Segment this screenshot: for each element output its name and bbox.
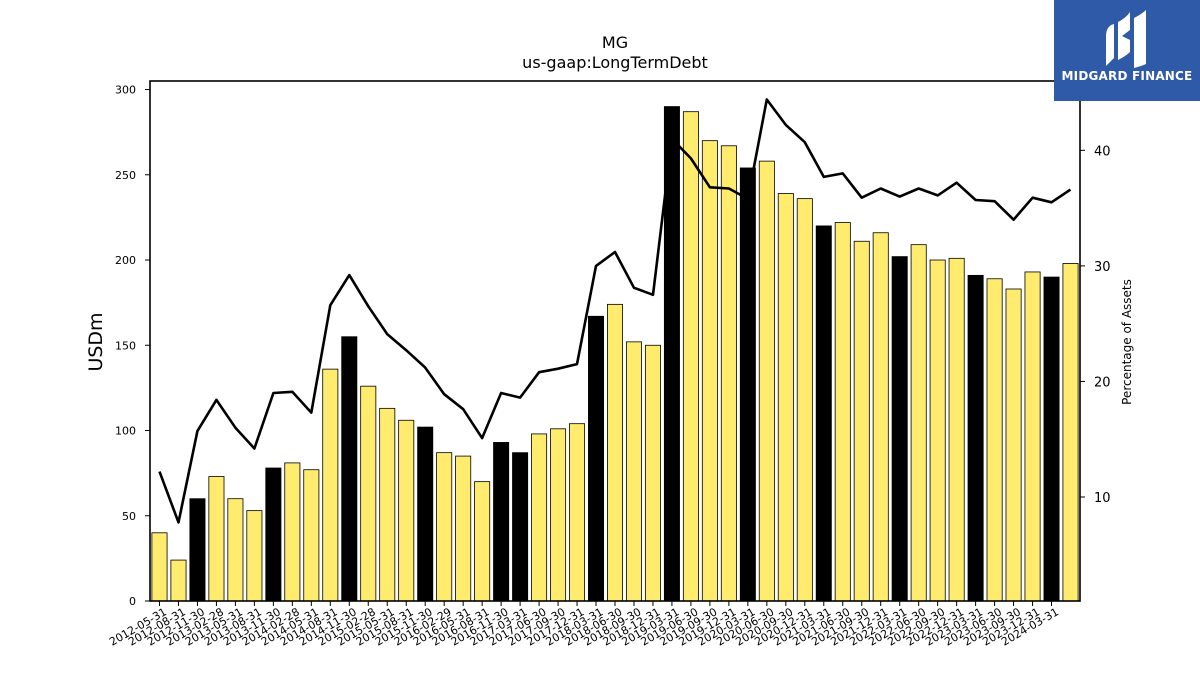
bar [739, 167, 756, 602]
bar [872, 232, 889, 602]
y-tick-label: 300 [115, 84, 136, 97]
axes: 050100150200250300102030402012-05-312012… [107, 80, 1111, 649]
bar [986, 278, 1003, 602]
chart-title: MG [602, 33, 628, 52]
bar [929, 259, 946, 602]
bar [910, 244, 927, 602]
y-tick-label: 200 [115, 254, 136, 267]
y-tick-label: 0 [129, 595, 136, 608]
bar [607, 303, 623, 602]
y2-tick-label: 40 [1094, 144, 1111, 159]
bar [417, 426, 434, 602]
bar [834, 222, 851, 602]
bar [265, 467, 282, 602]
midgard-logo-icon [1106, 10, 1146, 68]
y2-tick-label: 10 [1094, 491, 1111, 506]
bar [493, 442, 510, 602]
bar [758, 160, 775, 602]
bar [284, 462, 301, 602]
y-tick-label: 50 [122, 510, 136, 523]
bar [455, 455, 472, 602]
bar [322, 368, 339, 602]
bar [208, 476, 225, 602]
bar [1062, 263, 1079, 602]
bar [701, 140, 718, 602]
bar [948, 257, 965, 602]
bar-series [151, 106, 1079, 602]
y-tick-label: 150 [115, 339, 136, 352]
bar [512, 452, 529, 602]
y-tick-label: 250 [115, 169, 136, 182]
bar [720, 145, 737, 602]
bar [398, 419, 415, 602]
bar [379, 407, 396, 602]
bar [891, 256, 908, 602]
bar [967, 274, 984, 602]
y2-tick-label: 20 [1094, 375, 1111, 390]
bar [303, 469, 320, 602]
bar [436, 452, 453, 602]
bar [189, 498, 206, 602]
bar [246, 510, 263, 602]
bar [1024, 271, 1041, 602]
midgard-finance-logo: MIDGARD FINANCE [1054, 0, 1200, 101]
bar [474, 481, 491, 602]
bar [588, 315, 605, 602]
bar [170, 559, 187, 602]
bar [644, 344, 661, 602]
bar [853, 240, 870, 602]
bar [777, 193, 794, 602]
bar [796, 198, 813, 602]
line-path [158, 98, 1072, 524]
bar [569, 423, 586, 602]
bar [360, 385, 377, 602]
bar [1005, 288, 1022, 602]
y2-tick-label: 30 [1094, 260, 1111, 275]
bar [531, 433, 548, 602]
bar [151, 532, 168, 602]
bar [682, 111, 699, 602]
bar [815, 225, 832, 602]
chart-subtitle: us-gaap:LongTermDebt [522, 53, 708, 72]
y-axis-label: USDm [85, 312, 107, 371]
brand-name: MIDGARD FINANCE [1061, 69, 1193, 83]
y-tick-label: 100 [115, 425, 136, 438]
percentage-line-series [158, 98, 1072, 524]
bar [625, 341, 642, 602]
y2-axis-label: Percentage of Assets [1120, 279, 1134, 405]
bar [1043, 276, 1060, 602]
bar [341, 336, 358, 602]
bar [227, 498, 244, 602]
bar [550, 428, 567, 602]
